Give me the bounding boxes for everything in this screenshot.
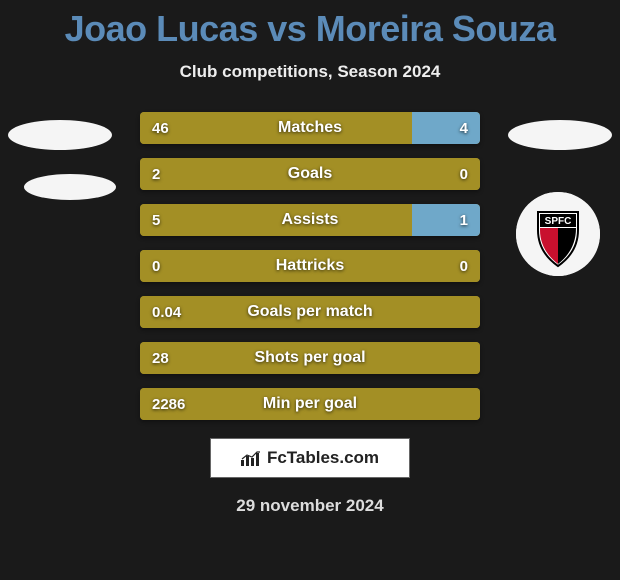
stat-row: Assists5 1 [140,204,480,236]
stat-value-left: 2286 [152,388,185,420]
stat-row: Min per goal2286 [140,388,480,420]
stat-label: Assists [140,204,480,236]
placeholder-ellipse-right [508,120,612,150]
placeholder-ellipse-left [8,120,112,150]
stat-label: Matches [140,112,480,144]
svg-text:SPFC: SPFC [545,216,572,227]
stat-row: Hattricks0 0 [140,250,480,282]
stat-value-right: 1 [460,204,468,236]
stat-label: Goals per match [140,296,480,328]
footer-date: 29 november 2024 [0,496,620,516]
comparison-content: SPFC Matches46 4 Goals2 0 Assists5 1 Hattricks… [0,112,620,420]
player1-name: Joao Lucas [65,8,258,49]
stat-label: Hattricks [140,250,480,282]
stat-value-left: 0 [152,250,160,282]
stat-row: Matches46 4 [140,112,480,144]
stat-value-right: 0 [460,158,468,190]
stat-label: Goals [140,158,480,190]
stat-label: Shots per goal [140,342,480,374]
stat-value-left: 46 [152,112,169,144]
stat-row: Goals2 0 [140,158,480,190]
vs-label: vs [267,8,306,49]
brand-text: FcTables.com [267,448,379,468]
subtitle: Club competitions, Season 2024 [0,62,620,82]
stat-value-right: 4 [460,112,468,144]
stat-value-left: 0.04 [152,296,181,328]
stat-value-left: 2 [152,158,160,190]
stat-value-left: 28 [152,342,169,374]
stat-row: Goals per match0.04 [140,296,480,328]
page-title: Joao Lucas vs Moreira Souza [0,0,620,50]
stat-label: Min per goal [140,388,480,420]
stat-row: Shots per goal28 [140,342,480,374]
club-badge-right: SPFC [516,192,600,276]
spfc-shield-icon: SPFC [516,192,600,276]
stat-value-right: 0 [460,250,468,282]
stat-value-left: 5 [152,204,160,236]
stat-bars: Matches464Goals20Assists51Hattricks00Goa… [140,112,480,420]
chart-icon [241,450,261,466]
placeholder-ellipse-left-2 [24,174,116,200]
player2-name: Moreira Souza [316,8,556,49]
footer-logo: FcTables.com [210,438,410,478]
